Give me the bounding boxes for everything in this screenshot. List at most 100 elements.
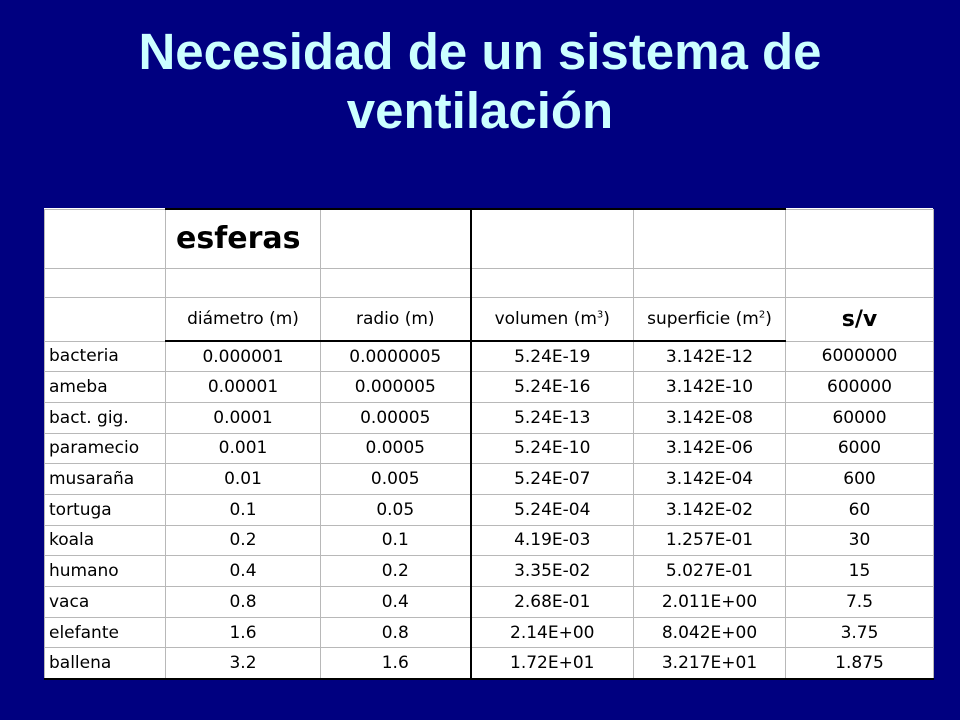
slide-title: Necesidad de un sistema de ventilación [0, 22, 960, 140]
cell-name: vaca [44, 586, 166, 618]
cell-diametro: 3.2 [165, 647, 321, 680]
header-superficie-exponent: 2 [758, 309, 766, 321]
table-row: tortuga 0.1 0.05 5.24E-04 3.142E-02 60 [44, 493, 934, 526]
cell-name: koala [44, 524, 166, 557]
cell-radio: 0.00005 [320, 401, 472, 434]
cell-volumen: 2.68E-01 [470, 586, 634, 618]
header-sv: s/v [785, 296, 934, 342]
cell-name: bacteria [44, 340, 166, 373]
table-row: ballena 3.2 1.6 1.72E+01 3.217E+01 1.875 [44, 647, 934, 680]
cell-name: bact. gig. [44, 401, 166, 434]
empty-cell [320, 208, 472, 269]
header-superficie-text: superficie (m [647, 308, 759, 329]
cell-sv: 1.875 [785, 647, 934, 680]
cell-diametro: 0.00001 [165, 371, 321, 403]
cell-sv: 60 [785, 493, 934, 526]
cell-name: ameba [44, 371, 166, 403]
header-volumen-text: volumen (m [494, 308, 597, 329]
cell-name: humano [44, 555, 166, 587]
cell-diametro: 0.01 [165, 463, 321, 495]
cell-volumen: 2.14E+00 [470, 616, 634, 649]
cell-superficie: 3.217E+01 [633, 647, 786, 680]
cell-volumen: 5.24E-16 [470, 371, 634, 403]
cell-volumen: 4.19E-03 [470, 524, 634, 557]
cell-name: ballena [44, 647, 166, 680]
header-volumen-exponent: 3 [596, 309, 604, 321]
cell-radio: 0.05 [320, 493, 472, 526]
cell-diametro: 0.1 [165, 493, 321, 526]
table-row: humano 0.4 0.2 3.35E-02 5.027E-01 15 [44, 555, 934, 587]
cell-superficie: 8.042E+00 [633, 616, 786, 649]
empty-cell [470, 208, 634, 269]
cell-sv: 600 [785, 463, 934, 495]
cell-diametro: 1.6 [165, 616, 321, 649]
cell-volumen: 3.35E-02 [470, 555, 634, 587]
section-label: esferas [165, 208, 321, 269]
table-row: paramecio 0.001 0.0005 5.24E-10 3.142E-06 600… [44, 432, 934, 465]
cell-name: elefante [44, 616, 166, 649]
cell-name: paramecio [44, 432, 166, 465]
cell-superficie: 3.142E-06 [633, 432, 786, 465]
cell-radio: 0.2 [320, 555, 472, 587]
header-row-section: esferas [44, 208, 934, 269]
data-table: esferas diámetro (m) ra [44, 208, 934, 680]
cell-radio: 0.8 [320, 616, 472, 649]
header-superficie-close: ) [765, 308, 772, 329]
cell-volumen: 1.72E+01 [470, 647, 634, 680]
table-row: bact. gig. 0.0001 0.00005 5.24E-13 3.142E-08… [44, 401, 934, 434]
cell-superficie: 1.257E-01 [633, 524, 786, 557]
cell-radio: 0.0000005 [320, 340, 472, 373]
empty-cell [320, 267, 472, 298]
header-row-spacer [44, 267, 934, 298]
cell-radio: 1.6 [320, 647, 472, 680]
cell-diametro: 0.0001 [165, 401, 321, 434]
cell-name: musaraña [44, 463, 166, 495]
cell-radio: 0.000005 [320, 371, 472, 403]
table-row: bacteria 0.000001 0.0000005 5.24E-19 3.142E-… [44, 340, 934, 373]
cell-sv: 6000000 [785, 340, 934, 373]
table-row: musaraña 0.01 0.005 5.24E-07 3.142E-04 600 [44, 463, 934, 495]
empty-cell [44, 208, 166, 269]
cell-volumen: 5.24E-19 [470, 340, 634, 373]
header-volumen-close: ) [603, 308, 610, 329]
cell-diametro: 0.8 [165, 586, 321, 618]
cell-volumen: 5.24E-04 [470, 493, 634, 526]
cell-volumen: 5.24E-13 [470, 401, 634, 434]
column-header-row: diámetro (m) radio (m) volumen (m3) supe… [44, 296, 934, 342]
cell-volumen: 5.24E-10 [470, 432, 634, 465]
empty-cell [470, 267, 634, 298]
empty-cell [785, 208, 934, 269]
title-line-2: ventilación [346, 82, 614, 139]
title-line-1: Necesidad de un sistema de [138, 23, 822, 80]
header-superficie: superficie (m2) [633, 296, 786, 342]
cell-superficie: 5.027E-01 [633, 555, 786, 587]
empty-cell [785, 267, 934, 298]
cell-superficie: 3.142E-04 [633, 463, 786, 495]
cell-diametro: 0.000001 [165, 340, 321, 373]
empty-cell [44, 267, 166, 298]
cell-sv: 600000 [785, 371, 934, 403]
cell-name: tortuga [44, 493, 166, 526]
cell-superficie: 3.142E-08 [633, 401, 786, 434]
cell-sv: 3.75 [785, 616, 934, 649]
cell-radio: 0.0005 [320, 432, 472, 465]
table-row: koala 0.2 0.1 4.19E-03 1.257E-01 30 [44, 524, 934, 557]
table-row: vaca 0.8 0.4 2.68E-01 2.011E+00 7.5 [44, 586, 934, 618]
table-row: elefante 1.6 0.8 2.14E+00 8.042E+00 3.75 [44, 616, 934, 649]
cell-diametro: 0.2 [165, 524, 321, 557]
table-row: ameba 0.00001 0.000005 5.24E-16 3.142E-10 600… [44, 371, 934, 403]
empty-cell [633, 267, 786, 298]
cell-superficie: 3.142E-12 [633, 340, 786, 373]
cell-sv: 6000 [785, 432, 934, 465]
empty-cell [165, 267, 321, 298]
empty-cell [44, 296, 166, 342]
cell-volumen: 5.24E-07 [470, 463, 634, 495]
header-radio: radio (m) [320, 296, 472, 342]
cell-diametro: 0.4 [165, 555, 321, 587]
cell-superficie: 3.142E-02 [633, 493, 786, 526]
cell-radio: 0.1 [320, 524, 472, 557]
header-volumen: volumen (m3) [470, 296, 634, 342]
cell-radio: 0.005 [320, 463, 472, 495]
cell-sv: 7.5 [785, 586, 934, 618]
